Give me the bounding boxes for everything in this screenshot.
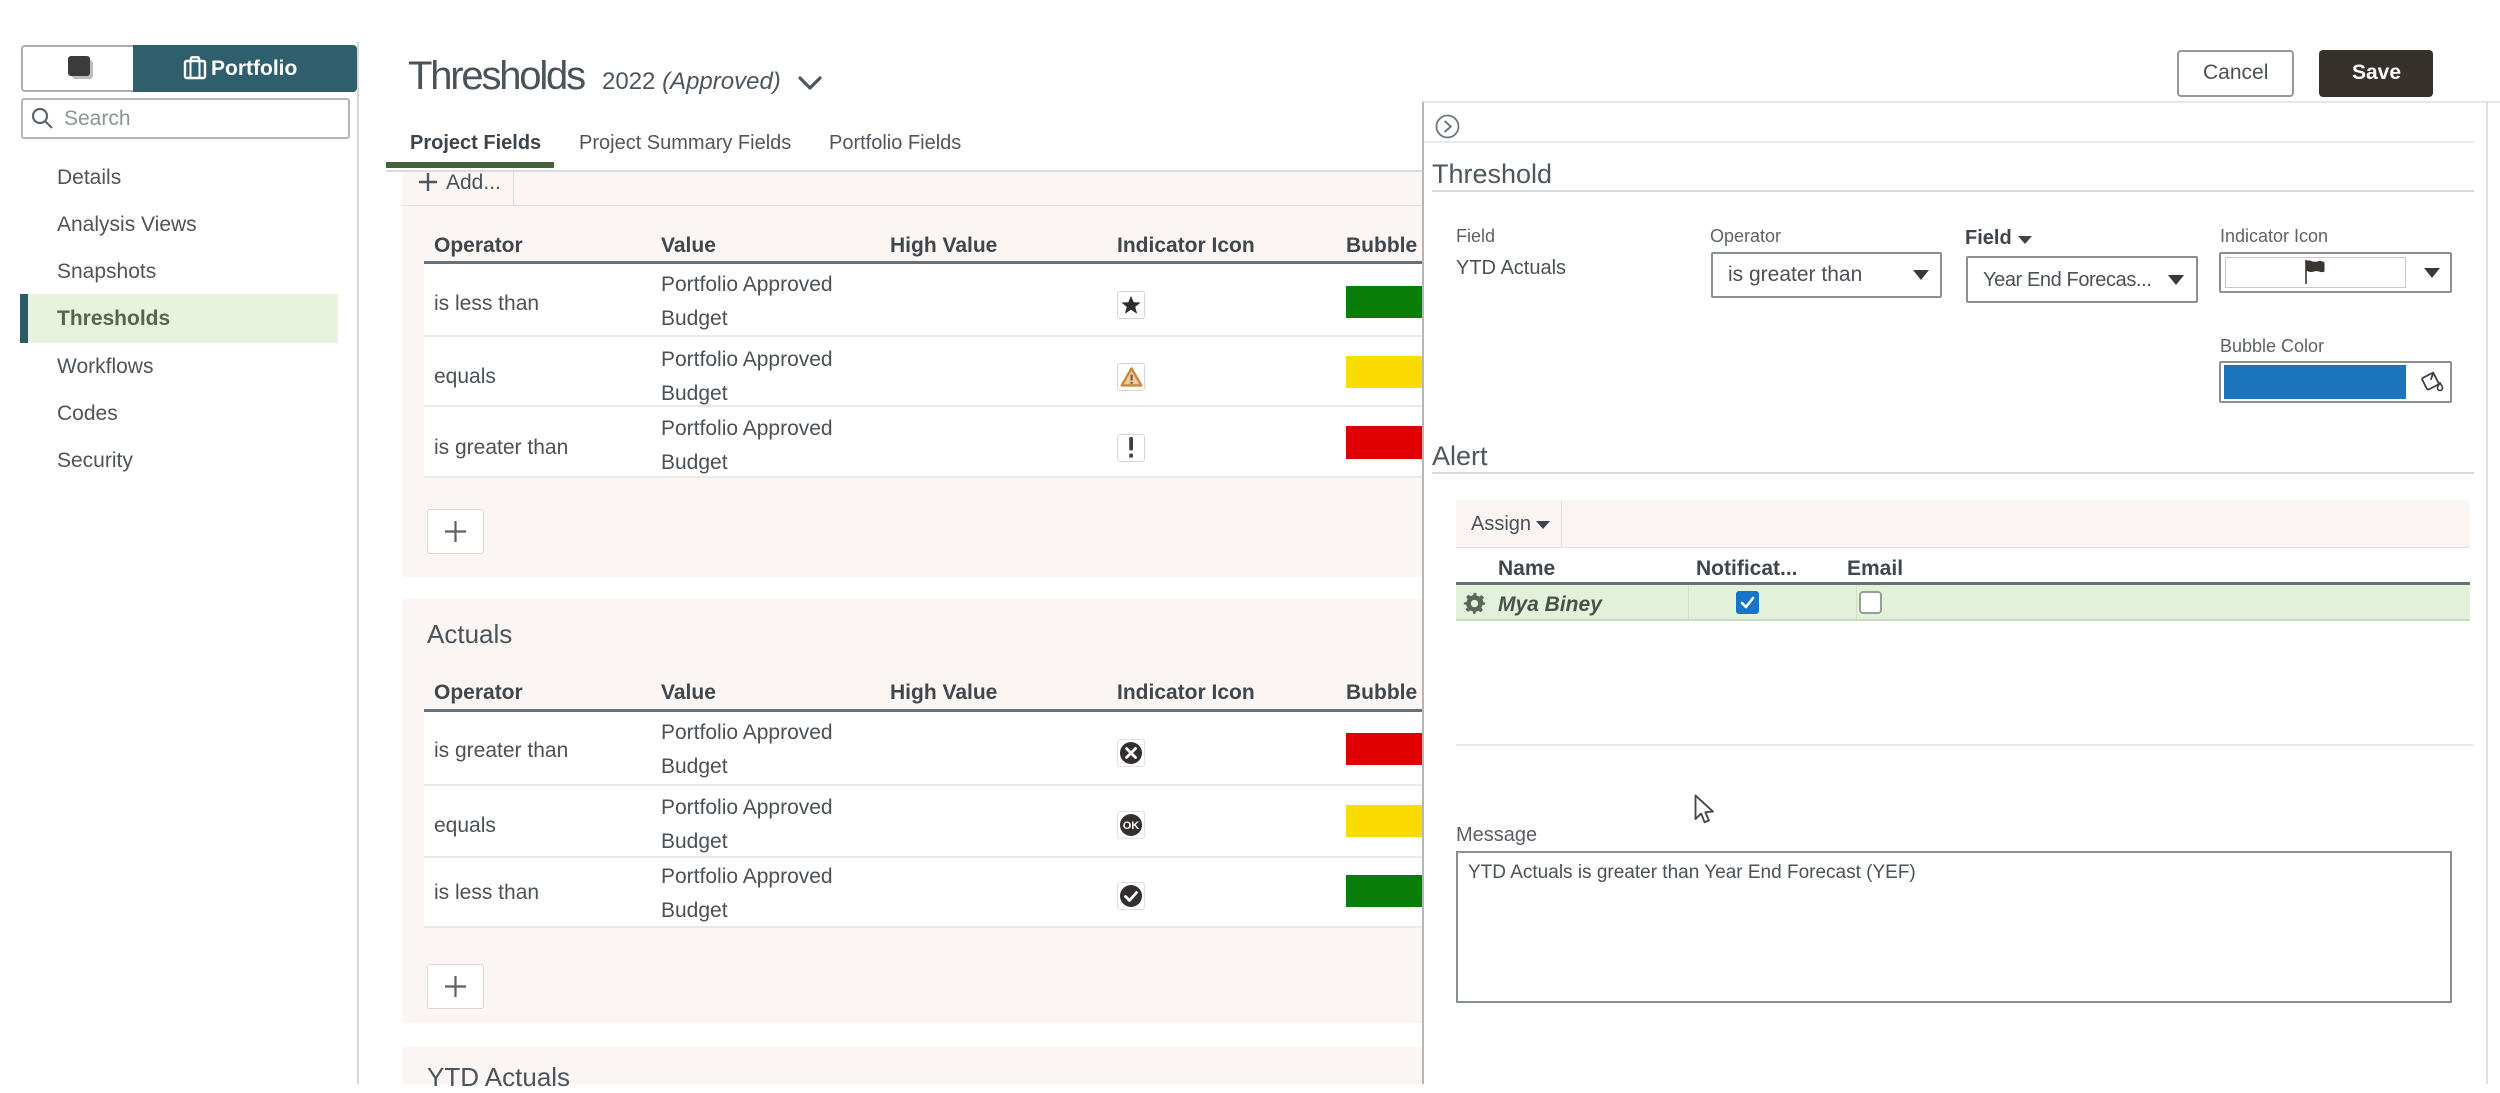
svg-text:OK: OK: [1123, 820, 1140, 832]
